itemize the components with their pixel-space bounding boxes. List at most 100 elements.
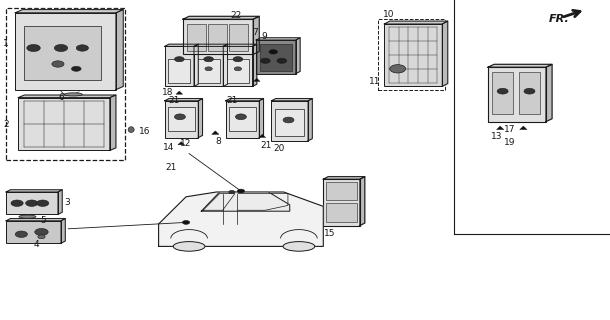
Polygon shape [165,44,198,46]
Bar [229,24,248,51]
Bar [227,59,249,83]
Text: 2: 2 [3,120,9,129]
Circle shape [269,50,278,54]
Circle shape [182,220,190,224]
Text: 18: 18 [162,88,173,97]
Polygon shape [178,142,184,145]
Bar [15,13,116,90]
Circle shape [229,190,235,194]
Bar [24,26,101,80]
Polygon shape [159,192,323,246]
Ellipse shape [19,215,36,218]
Text: 19: 19 [504,138,515,147]
Text: 21: 21 [165,163,176,172]
Circle shape [497,88,508,94]
Circle shape [277,58,287,63]
Polygon shape [256,38,300,40]
Polygon shape [15,10,123,13]
Polygon shape [384,21,448,24]
Ellipse shape [173,242,205,251]
Bar [275,109,304,136]
Circle shape [54,44,68,52]
Text: 9: 9 [261,32,267,41]
Polygon shape [201,192,290,211]
Bar [6,8,125,160]
Text: 21: 21 [168,96,179,105]
Polygon shape [253,44,257,86]
Circle shape [174,57,184,62]
Polygon shape [194,44,228,46]
Circle shape [390,65,406,73]
Text: 21: 21 [226,96,237,105]
Bar [326,182,357,200]
Circle shape [524,88,535,94]
Text: 12: 12 [181,139,192,148]
Polygon shape [259,134,265,138]
Text: FR.: FR. [549,14,570,24]
Text: 14: 14 [163,143,174,152]
Bar [18,98,110,150]
Circle shape [11,200,23,206]
Polygon shape [183,16,259,19]
Polygon shape [497,126,504,130]
Bar [194,46,223,86]
Bar [6,192,58,214]
Polygon shape [520,126,527,130]
Circle shape [37,200,49,206]
Text: 4: 4 [34,240,40,249]
Bar [378,19,445,90]
Circle shape [205,67,212,71]
Bar [492,72,513,114]
Circle shape [174,114,185,120]
Bar [260,44,292,71]
Polygon shape [6,219,65,221]
Text: 10: 10 [383,10,394,19]
Polygon shape [226,99,264,101]
Polygon shape [259,99,264,138]
Circle shape [38,235,45,239]
Polygon shape [296,38,300,74]
Bar [226,101,259,138]
Polygon shape [61,219,65,243]
Bar [223,46,253,86]
Bar [6,221,61,243]
Text: 1: 1 [3,39,9,48]
Circle shape [260,58,270,63]
Ellipse shape [128,127,134,132]
Bar [271,101,308,141]
Bar [165,101,198,138]
Circle shape [237,189,245,193]
Polygon shape [58,190,62,214]
Circle shape [71,66,81,71]
Polygon shape [223,44,257,46]
Bar [323,179,360,226]
Polygon shape [323,177,365,179]
Text: 7: 7 [252,28,258,37]
Polygon shape [194,44,198,86]
Circle shape [76,45,88,51]
Polygon shape [308,99,312,141]
Text: 20: 20 [273,144,284,153]
Text: 22: 22 [231,11,242,20]
Bar [168,107,195,131]
Polygon shape [165,99,203,101]
Polygon shape [212,131,219,134]
Circle shape [233,57,243,62]
Polygon shape [271,99,312,101]
Polygon shape [253,16,259,54]
Text: 16: 16 [139,127,151,136]
Text: 3: 3 [64,198,70,207]
Circle shape [35,228,48,236]
Ellipse shape [283,242,315,251]
Circle shape [283,117,294,123]
Ellipse shape [64,93,82,96]
Bar [256,40,296,74]
Polygon shape [18,95,116,98]
Text: 6: 6 [58,93,64,102]
Circle shape [52,61,64,67]
Text: 21: 21 [260,141,271,150]
Polygon shape [546,64,552,122]
Text: 11: 11 [370,77,381,86]
Circle shape [204,57,213,62]
Circle shape [27,44,40,52]
